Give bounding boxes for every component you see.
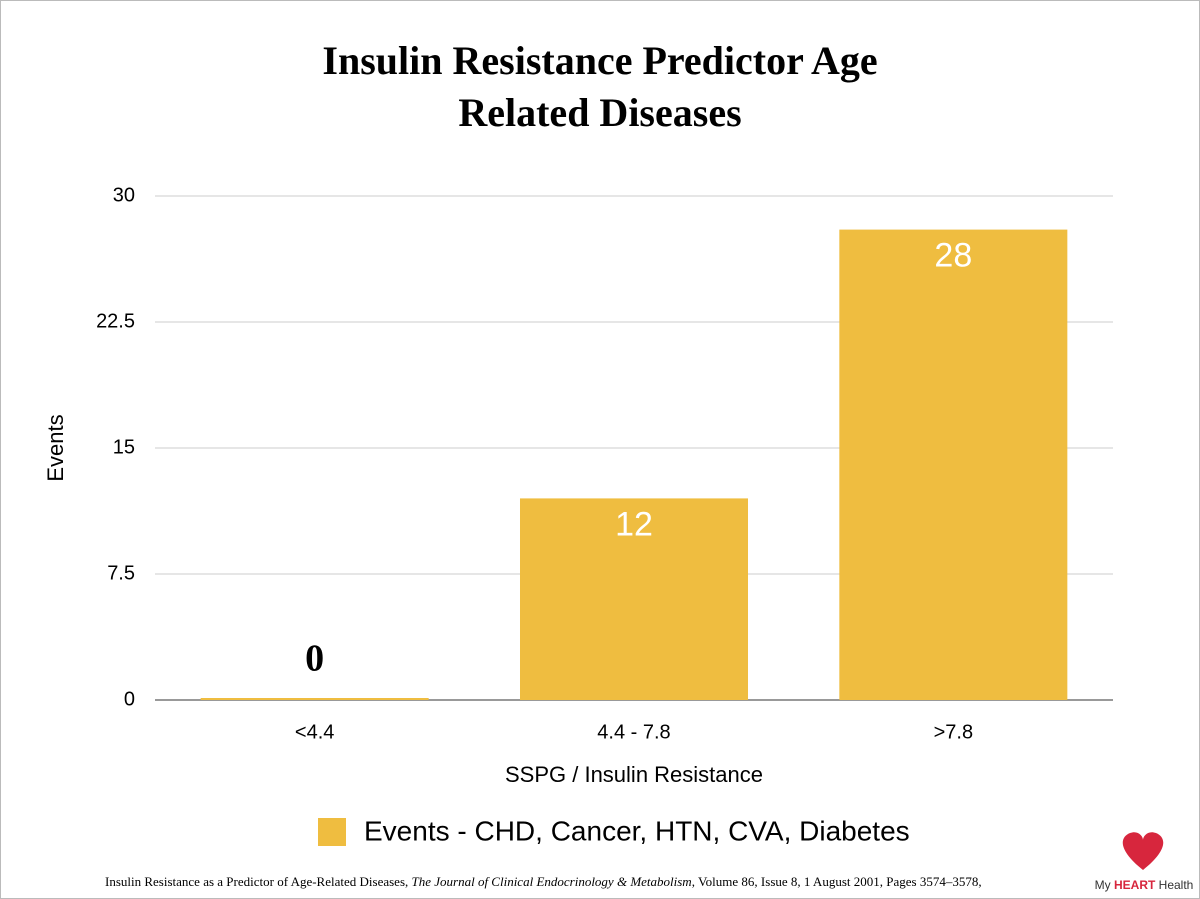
data-label: 0	[305, 638, 324, 680]
citation-part: Insulin Resistance as a Predictor of Age…	[105, 874, 412, 889]
logo-part: HEART	[1114, 878, 1156, 892]
data-label: 12	[615, 505, 653, 543]
x-axis-label: SSPG / Insulin Resistance	[505, 762, 763, 787]
logo-part: Health	[1155, 878, 1193, 892]
y-tick-label: 30	[113, 184, 135, 206]
logo-text: My HEART Health	[1095, 878, 1194, 892]
data-label: 28	[934, 237, 972, 275]
chart-title: Related Diseases	[458, 90, 741, 135]
legend-swatch	[318, 818, 346, 846]
bar	[200, 698, 429, 700]
y-tick-label: 15	[113, 436, 135, 458]
citation-part: , Volume 86, Issue 8, 1 August 2001, Pag…	[692, 874, 982, 889]
legend-label: Events - CHD, Cancer, HTN, CVA, Diabetes	[364, 815, 910, 846]
y-tick-label: 22.5	[96, 310, 135, 332]
x-tick-label: 4.4 - 7.8	[597, 721, 670, 743]
x-tick-label: <4.4	[295, 721, 334, 743]
bar	[519, 498, 749, 700]
y-tick-label: 0	[124, 688, 135, 710]
logo-part: My	[1095, 878, 1114, 892]
x-tick-label: >7.8	[934, 721, 973, 743]
bar	[839, 229, 1068, 700]
y-tick-label: 7.5	[107, 562, 135, 584]
logo-heart	[1122, 832, 1164, 870]
chart-title: Insulin Resistance Predictor Age	[322, 38, 877, 83]
y-axis-label: Events	[43, 414, 68, 481]
citation-part: The Journal of Clinical Endocrinology & …	[412, 874, 692, 889]
citation: Insulin Resistance as a Predictor of Age…	[105, 874, 982, 889]
